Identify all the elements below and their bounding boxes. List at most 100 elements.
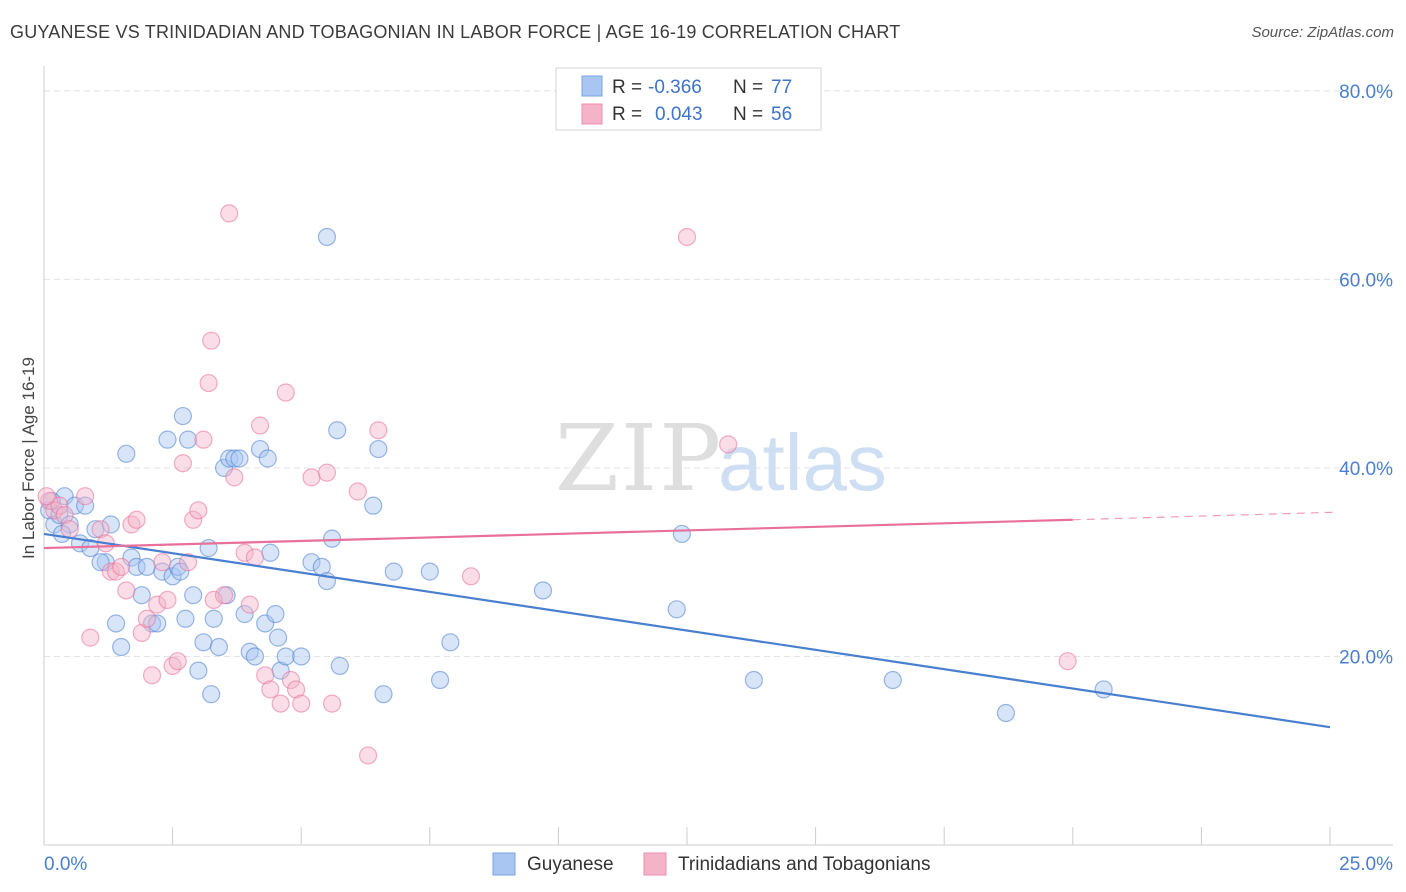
trinidadian-point [317, 463, 337, 482]
trinidadian-point [40, 491, 59, 511]
guyanese-point [209, 637, 228, 657]
trinidadian-point [158, 590, 177, 610]
trinidadian-point [101, 562, 120, 581]
guyanese-point [148, 614, 167, 633]
trinidadian-point [322, 694, 342, 713]
guyanese-point [667, 600, 686, 619]
trinidadian-point [1058, 652, 1077, 671]
legend-r-label: R = [612, 104, 642, 125]
guyanese-point [245, 647, 265, 666]
guyanese-point [441, 633, 460, 652]
trinidadian-point [348, 482, 367, 501]
trinidadian-point [286, 680, 306, 699]
trinidadian-point [271, 694, 290, 713]
trinidadian-point [76, 487, 95, 506]
watermark-atlas: atlas [718, 418, 887, 507]
trinidadian-point [184, 510, 203, 529]
guyanese-point [202, 685, 221, 704]
x-tick-label: 0.0% [44, 854, 87, 875]
guyanese-point [322, 529, 342, 548]
guyanese-point [137, 557, 156, 577]
guyanese-point [225, 449, 244, 468]
trinidadian-point [202, 331, 221, 350]
y-tick-label: 20.0% [1339, 647, 1393, 668]
trinidadian-point [55, 505, 74, 525]
trinidadian-point [235, 543, 254, 562]
guyanese-point [189, 661, 208, 680]
trinidadian-point [91, 520, 110, 539]
guyanese-point [132, 586, 151, 605]
trinidadian-point [132, 623, 151, 642]
trinidadian-point [148, 595, 167, 614]
bottom-legend-swatch-guyanese [492, 852, 516, 876]
guyanese-point [292, 647, 311, 666]
trinidadian-point [369, 421, 388, 440]
guyanese-point [106, 614, 126, 633]
bottom-legend-swatch-trinidadian [643, 852, 667, 876]
guyanese-point [420, 562, 439, 581]
trinidadian-point [142, 666, 162, 685]
guyanese-point [672, 524, 691, 544]
trinidadian-point [261, 680, 280, 699]
guyanese-point [184, 586, 203, 605]
guyanese-point [302, 553, 321, 572]
guyanese-point [117, 444, 136, 463]
trinidadian-point [292, 694, 311, 713]
guyanese-point [533, 581, 553, 600]
guyanese-point [112, 637, 131, 657]
guyanese-point [101, 515, 120, 534]
guyanese-point [258, 449, 277, 468]
trinidadian-point [245, 548, 265, 567]
guyanese-point [276, 647, 295, 666]
y-tick-label: 40.0% [1339, 459, 1393, 480]
guyanese-point [883, 670, 902, 690]
bottom-legend-label: Guyanese [527, 854, 614, 875]
trinidadian-point [173, 454, 192, 473]
trinidadian-point [225, 468, 244, 487]
guyanese-point [176, 609, 195, 628]
guyanese-point [173, 406, 192, 426]
guyanese-point [744, 670, 763, 690]
guyanese-point [317, 227, 337, 247]
trinidadian-point [461, 567, 481, 586]
trinidadian-point [719, 435, 738, 454]
gridlines [44, 90, 1393, 657]
trend-lines [43, 511, 1336, 729]
legend-r-label: R = [612, 77, 642, 98]
legend-n-label: N = [733, 77, 763, 98]
guyanese-point [384, 562, 403, 581]
guyanese-trend-line [43, 532, 1331, 729]
watermark-zip: ZIP [555, 405, 723, 512]
guyanese-point [430, 670, 450, 690]
legend-swatch-guyanese [581, 75, 603, 97]
trinidadian-trend-extension [1072, 511, 1336, 521]
trinidadian-point [168, 652, 187, 671]
trinidadian-point [60, 520, 79, 539]
bottom-legend-label: Trinidadians and Tobagonians [678, 854, 930, 875]
trinidadian-point [204, 590, 223, 610]
guyanese-point [328, 421, 347, 440]
trinidadian-point [199, 373, 218, 393]
legend-n-label: N = [733, 104, 763, 125]
guyanese-point [220, 449, 239, 468]
guyanese-point [235, 604, 254, 624]
guyanese-point [250, 439, 270, 459]
guyanese-point [60, 515, 79, 534]
chart-title: GUYANESE VS TRINIDADIAN AND TOBAGONIAN I… [10, 22, 901, 42]
legend-r-value: 0.043 [655, 104, 703, 125]
guyanese-point [266, 604, 285, 624]
legend-r-value: -0.366 [648, 77, 702, 98]
trinidadian-point [50, 496, 69, 515]
guyanese-point [364, 496, 383, 515]
trinidadian-point [220, 204, 239, 223]
guyanese-point [127, 557, 146, 577]
guyanese-point [330, 656, 349, 675]
trinidadian-point [37, 487, 56, 506]
y-tick-label: 60.0% [1339, 270, 1393, 291]
trinidadian-point [276, 383, 295, 402]
guyanese-point [158, 430, 177, 449]
trinidadian-point [189, 501, 208, 520]
bottom-legend: Guyanese Trinidadians and Tobagonians [492, 852, 930, 876]
guyanese-point [996, 703, 1016, 723]
trinidadian-point [240, 595, 259, 614]
